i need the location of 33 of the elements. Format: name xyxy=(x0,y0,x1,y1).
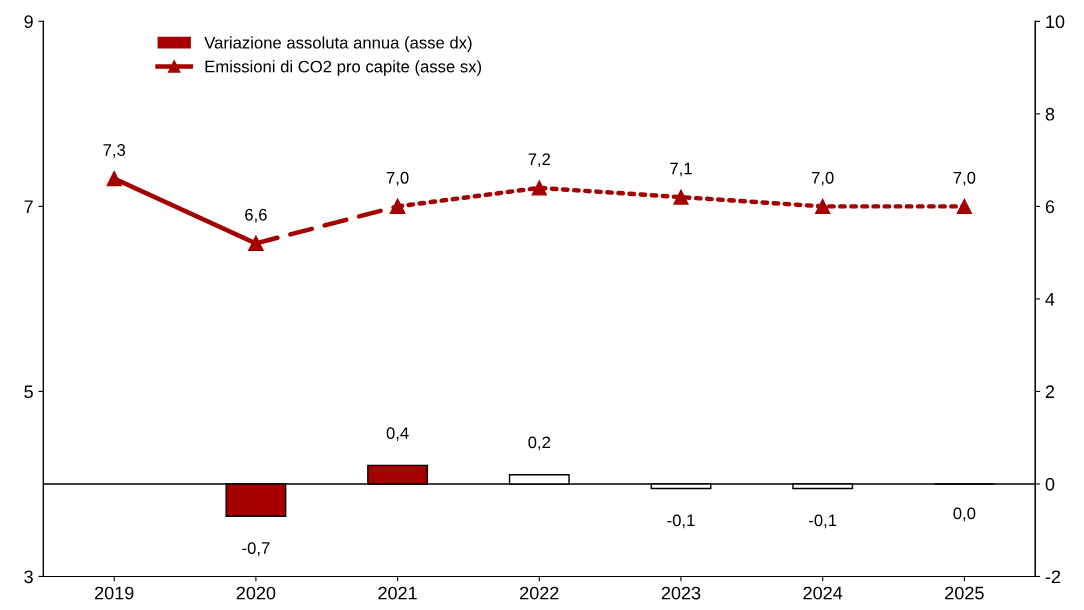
data-label: 7,0 xyxy=(386,171,409,186)
y2-tick-label: 0 xyxy=(1045,477,1055,491)
data-label: 7,0 xyxy=(953,171,976,186)
data-label: 7,1 xyxy=(670,162,692,177)
y-tick-label: 3 xyxy=(24,570,33,584)
x-tick-label: 2021 xyxy=(378,586,417,600)
data-label: 0,0 xyxy=(953,507,976,522)
x-tick-label: 2022 xyxy=(520,586,559,600)
data-label: 0,2 xyxy=(528,436,551,451)
x-tick-label: 2024 xyxy=(803,586,843,600)
y2-tick-label: 8 xyxy=(1045,107,1055,121)
y2-tick-label: 4 xyxy=(1045,293,1055,306)
y2-tick-label: 2 xyxy=(1045,385,1055,398)
y-tick-label: 9 xyxy=(24,15,33,29)
y2-tick-label: 6 xyxy=(1045,200,1055,214)
x-tick-label: 2019 xyxy=(95,586,134,600)
x-tick-label: 2020 xyxy=(236,586,276,600)
data-label: -0,1 xyxy=(667,514,695,529)
y2-tick-label: -2 xyxy=(1045,570,1061,583)
data-label: 7,3 xyxy=(103,144,126,158)
x-tick-label: 2025 xyxy=(945,586,984,600)
y-tick-label: 7 xyxy=(24,200,33,213)
data-label: 0,4 xyxy=(386,427,409,441)
x-tick-label: 2023 xyxy=(661,586,701,600)
y2-tick-label: 10 xyxy=(1046,15,1065,29)
data-label: 6,6 xyxy=(245,208,267,223)
legend-label: Emissioni di CO2 pro capite (asse sx) xyxy=(205,60,482,76)
data-label: -0,1 xyxy=(809,514,837,529)
y-tick-label: 5 xyxy=(24,385,33,399)
legend-label: Variazione assoluta annua (asse dx) xyxy=(204,36,472,52)
data-label: -0,7 xyxy=(242,542,270,556)
data-label: 7,2 xyxy=(528,153,551,168)
data-label: 7,0 xyxy=(811,171,834,186)
